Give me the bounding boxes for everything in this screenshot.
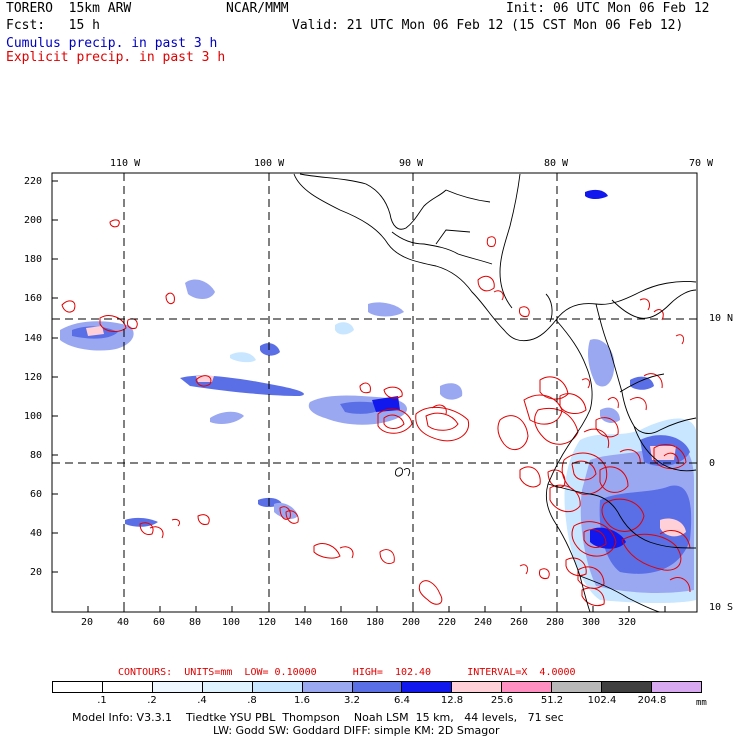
colorbar-swatch [251, 682, 302, 692]
colorbar-swatch [451, 682, 502, 692]
colorbar-swatch [401, 682, 452, 692]
x-tick: 40 [117, 617, 130, 628]
colorbar-labels: .1 .2 .4 .8 1.6 3.2 6.4 12.8 25.6 51.2 102.4 204.8 [52, 695, 702, 707]
x-tick: 120 [258, 617, 277, 628]
y-tick: 100 [24, 411, 43, 422]
lat-label-10n: 10 N [709, 313, 734, 324]
x-tick: 20 [81, 617, 94, 628]
model-title: TORERO 15km ARW [6, 1, 132, 16]
y-tick: 20 [30, 567, 43, 578]
colorbar-label: 204.8 [637, 695, 667, 706]
legend-explicit: Explicit precip. in past 3 h [6, 50, 226, 65]
x-tick: 320 [618, 617, 637, 628]
y-tick: 140 [24, 333, 43, 344]
colorbar-label: 12.8 [440, 695, 464, 706]
valid-time: Valid: 21 UTC Mon 06 Feb 12 (15 CST Mon … [292, 18, 684, 33]
y-tick: 200 [24, 215, 43, 226]
colorbar-swatch [601, 682, 652, 692]
lon-label-80w: 80 W [544, 158, 569, 169]
x-tick: 140 [294, 617, 313, 628]
y-tick: 220 [24, 176, 43, 187]
colorbar-swatch [301, 682, 352, 692]
lat-label-0: 0 [709, 458, 716, 469]
lon-label-70w: 70 W [689, 158, 714, 169]
colorbar-unit: mm [696, 698, 707, 708]
colorbar-swatch [551, 682, 602, 692]
org-label: NCAR/MMM [226, 1, 289, 16]
colorbar-label: 25.6 [490, 695, 514, 706]
colorbar-label: .1 [97, 695, 107, 706]
y-tick: 60 [30, 489, 43, 500]
y-tick: 40 [30, 528, 43, 539]
y-tick: 120 [24, 372, 43, 383]
y-tick: 180 [24, 254, 43, 265]
init-time: Init: 06 UTC Mon 06 Feb 12 [506, 1, 710, 16]
explicit-precip-contours [61, 219, 691, 607]
colorbar-swatch [53, 682, 102, 692]
colorbar-label: .2 [147, 695, 157, 706]
lon-label-90w: 90 W [399, 158, 424, 169]
model-info: Model Info: V3.3.1 Tiedtke YSU PBL Thomp… [72, 711, 564, 724]
x-tick: 100 [222, 617, 241, 628]
colorbar-swatch [351, 682, 402, 692]
x-tick: 200 [402, 617, 421, 628]
colorbar-label: 1.6 [294, 695, 310, 706]
colorbar-swatch [101, 682, 152, 692]
colorbar-label: .4 [197, 695, 207, 706]
x-tick: 220 [438, 617, 457, 628]
colorbar-swatch [501, 682, 552, 692]
lon-label-100w: 100 W [254, 158, 285, 169]
colorbar-label: 51.2 [540, 695, 564, 706]
colorbar-swatch [151, 682, 202, 692]
plot-frame [51, 172, 698, 613]
x-tick: 260 [510, 617, 529, 628]
cumulus-precip-areas [60, 189, 696, 603]
x-tick: 240 [474, 617, 493, 628]
colorbar-label: 6.4 [394, 695, 410, 706]
lon-label-110w: 110 W [110, 158, 141, 169]
x-tick: 80 [189, 617, 202, 628]
x-tick: 160 [330, 617, 349, 628]
lat-lon-grid [52, 173, 697, 612]
colorbar-label: 3.2 [344, 695, 360, 706]
axis-ticks [52, 180, 666, 612]
colorbar-swatch [201, 682, 252, 692]
model-physics: LW: Godd SW: Goddard DIFF: simple KM: 2D… [213, 724, 500, 737]
colorbar-label: .8 [247, 695, 257, 706]
y-tick: 160 [24, 293, 43, 304]
x-tick: 60 [153, 617, 166, 628]
legend-cumulus: Cumulus precip. in past 3 h [6, 36, 218, 51]
x-tick: 280 [546, 617, 565, 628]
y-tick: 80 [30, 450, 43, 461]
contours-info: CONTOURS: UNITS=mm LOW= 0.10000 HIGH= 10… [118, 667, 576, 678]
coastlines [293, 173, 697, 613]
forecast-hour: Fcst: 15 h [6, 18, 100, 33]
colorbar [52, 681, 702, 693]
x-tick: 300 [582, 617, 601, 628]
colorbar-label: 102.4 [587, 695, 617, 706]
x-tick: 180 [366, 617, 385, 628]
colorbar-swatch [651, 682, 701, 692]
lat-label-10s: 10 S [709, 602, 734, 613]
